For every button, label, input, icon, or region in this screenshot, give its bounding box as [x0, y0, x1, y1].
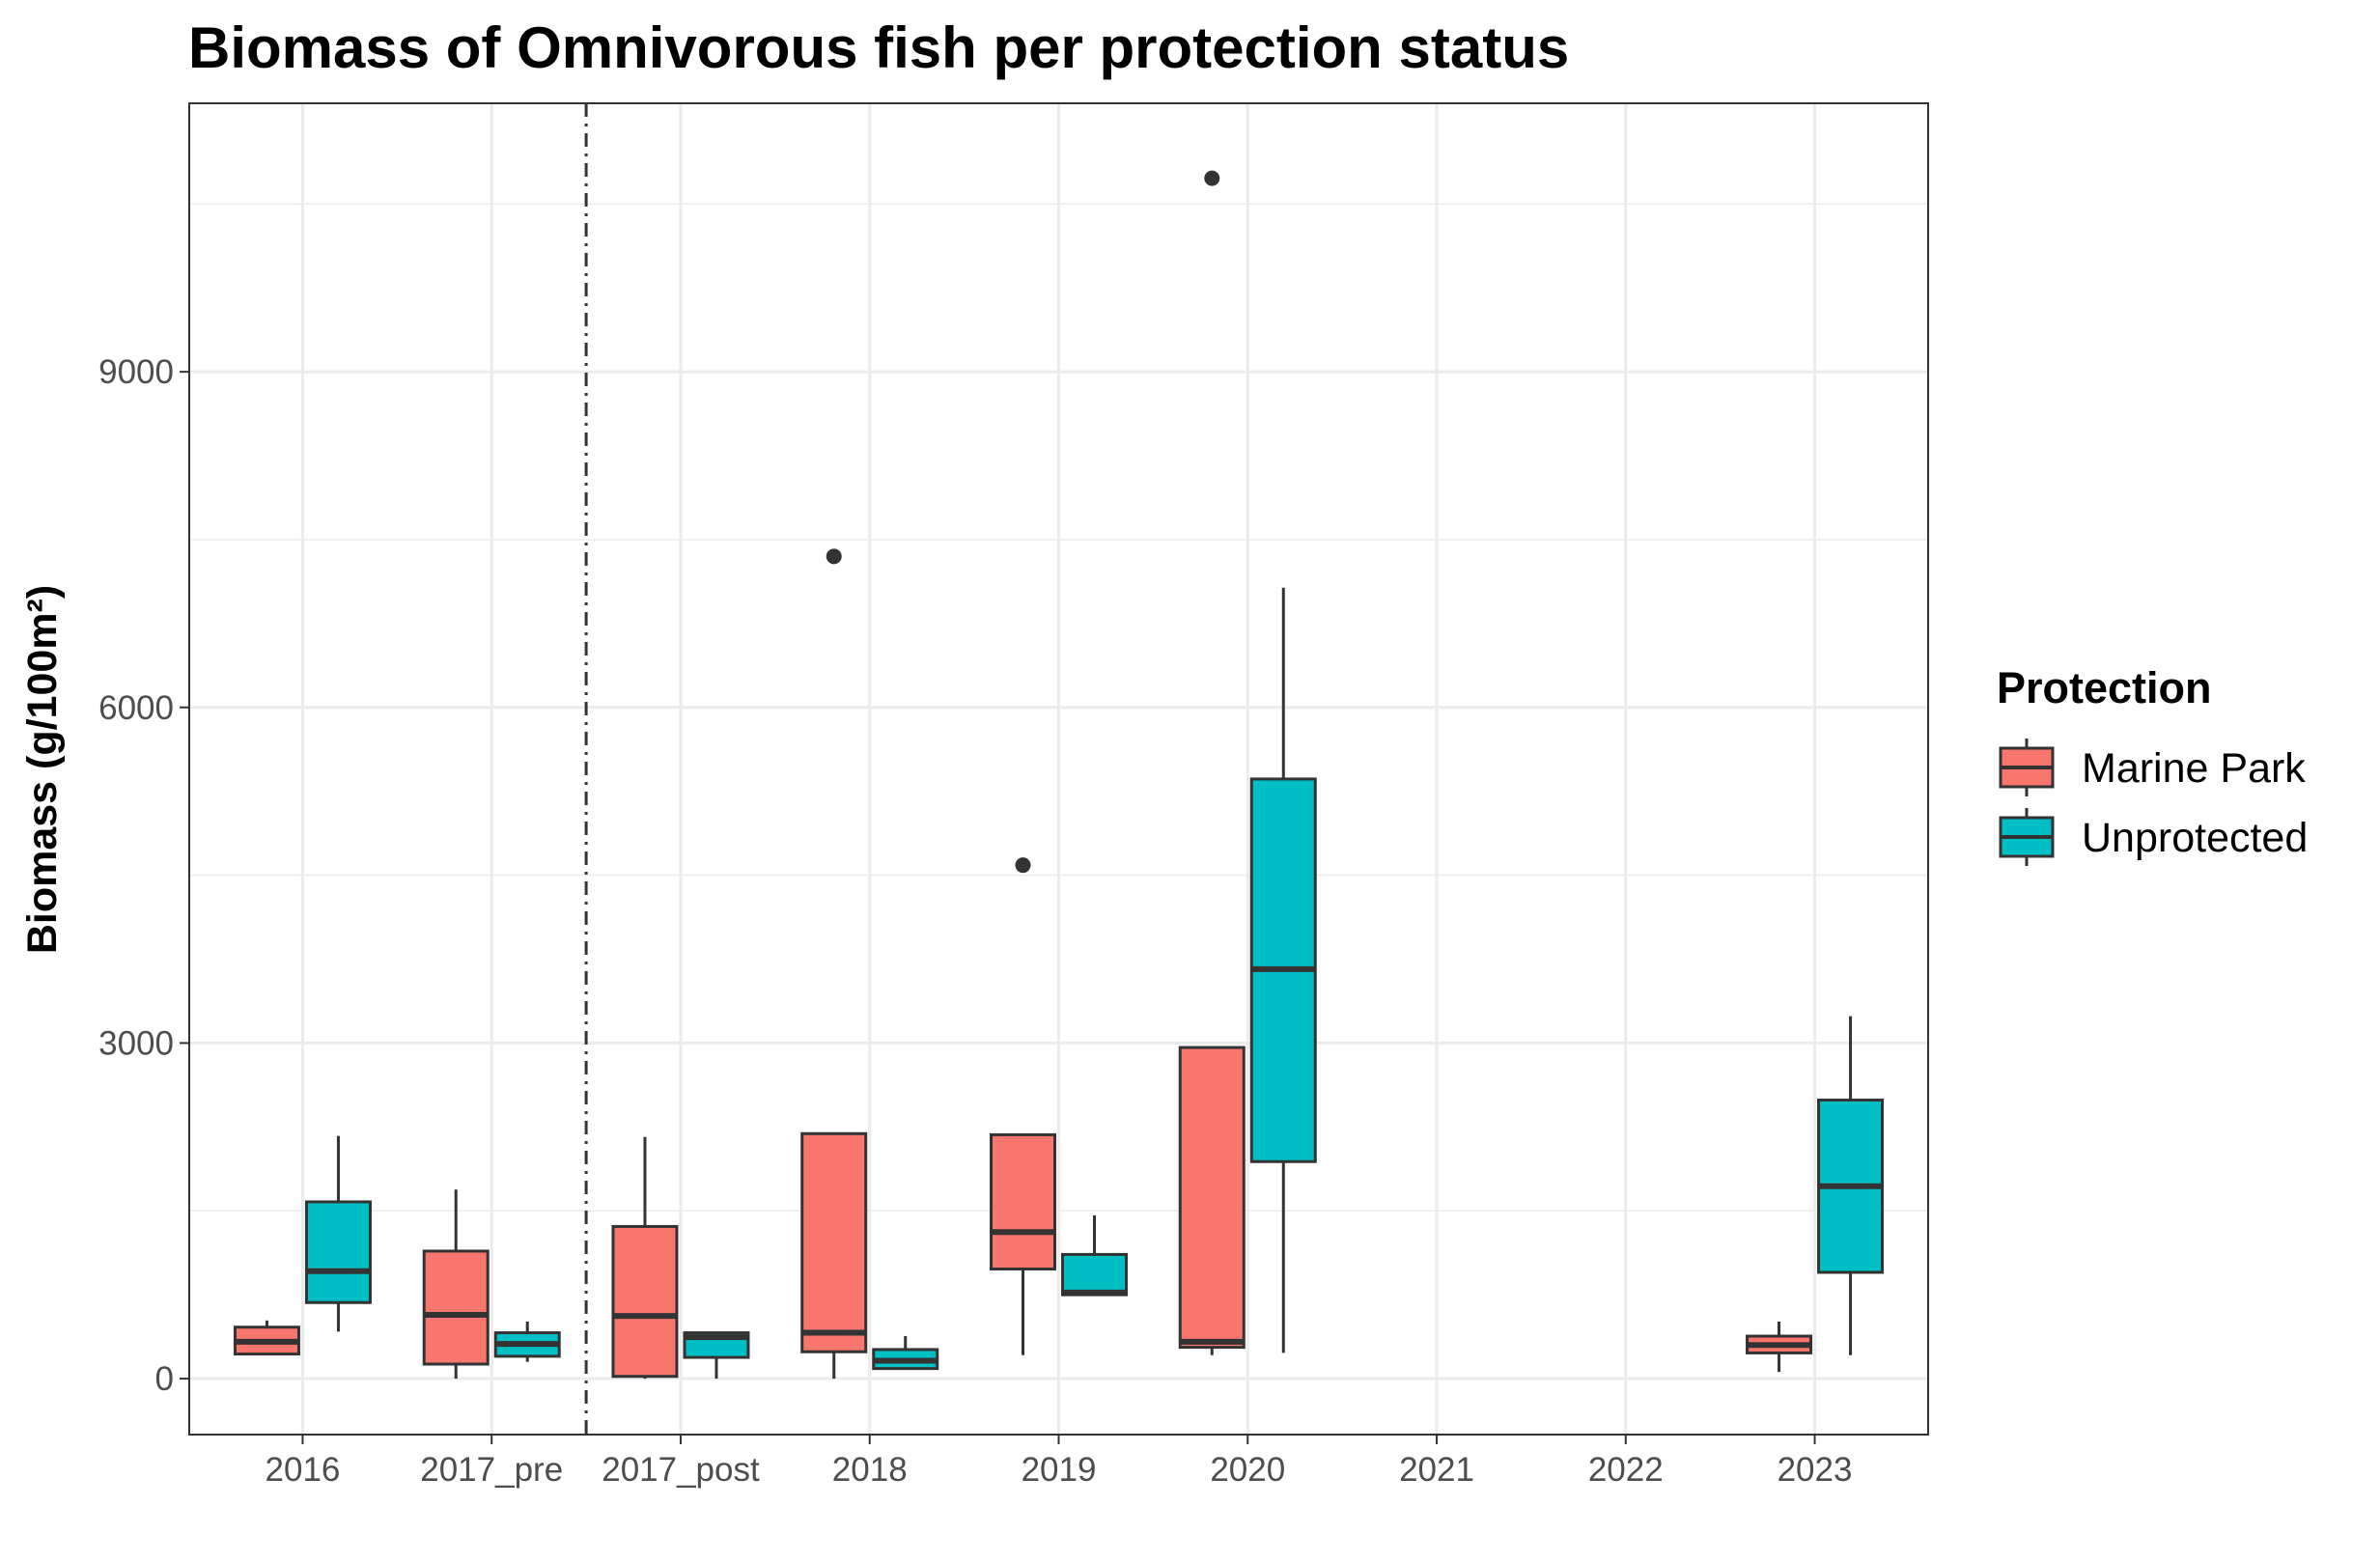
gridlines [189, 103, 1928, 1435]
x-tick-label: 2019 [1022, 1451, 1097, 1489]
boxplot-marine-park-2023 [1746, 1321, 1813, 1373]
legend-keys: Marine Park Unprotected [1999, 739, 2308, 866]
boxplot-unprotected-2016 [304, 1135, 372, 1332]
outlier-point [1015, 857, 1031, 874]
box [422, 1249, 490, 1366]
chart-title: Biomass of Omnivorous fish per protectio… [188, 15, 1569, 80]
box [1061, 1252, 1128, 1297]
y-tick-label: 9000 [98, 353, 174, 391]
boxplot-marine-park-2019 [990, 857, 1056, 1355]
x-tick-label: 2020 [1210, 1451, 1285, 1489]
box [990, 1132, 1056, 1270]
legend: Protection Marine Park Unprotected [1997, 663, 2308, 866]
boxplot-unprotected-2018 [872, 1336, 939, 1371]
x-tick-label: 2016 [266, 1451, 341, 1489]
x-tick-label: 2017_post [602, 1451, 760, 1489]
outlier-point [1204, 170, 1220, 186]
x-tick-label: 2021 [1399, 1451, 1474, 1489]
boxplot-marine-park-2018 [800, 548, 868, 1380]
boxplot-unprotected-2017_pre [493, 1321, 561, 1362]
y-tick-label: 3000 [98, 1024, 174, 1062]
y-axis-label: Biomass (g/100m²) [19, 585, 66, 954]
boxplots [233, 170, 1885, 1380]
x-tick-label: 2018 [832, 1451, 908, 1489]
legend-label: Unprotected [2082, 815, 2308, 861]
boxplot-unprotected-2019 [1061, 1214, 1128, 1297]
x-tick-label: 2022 [1588, 1451, 1664, 1489]
legend-title: Protection [1997, 663, 2212, 712]
box [800, 1131, 868, 1353]
boxplot-marine-park-2017_pre [422, 1189, 490, 1380]
box [611, 1224, 679, 1379]
boxplot-unprotected-2023 [1817, 1016, 1885, 1355]
legend-label: Marine Park [2082, 745, 2306, 792]
x-tick-label: 2023 [1778, 1451, 1853, 1489]
outlier-point [826, 548, 842, 565]
boxplot-marine-park-2017_post [611, 1136, 679, 1380]
boxplot-unprotected-2020 [1249, 587, 1317, 1353]
boxplot-marine-park-2016 [233, 1320, 300, 1356]
box [304, 1200, 372, 1304]
y-tick-label: 6000 [98, 689, 174, 727]
boxplot-marine-park-2020 [1178, 170, 1246, 1355]
y-tick-label: 0 [155, 1360, 174, 1398]
x-axis: 2016 2017_pre 2017_post 2018 2019 2020 2021 202… [266, 1435, 1853, 1489]
y-axis: 0 3000 6000 9000 [98, 353, 189, 1398]
x-tick-label: 2017_pre [420, 1451, 563, 1489]
legend-key-unprotected: Unprotected [1999, 808, 2308, 866]
legend-key-marine-park: Marine Park [1999, 739, 2306, 796]
box [1178, 1046, 1246, 1350]
plot-area [188, 102, 1929, 1436]
boxplot-unprotected-2017_post [683, 1331, 750, 1380]
